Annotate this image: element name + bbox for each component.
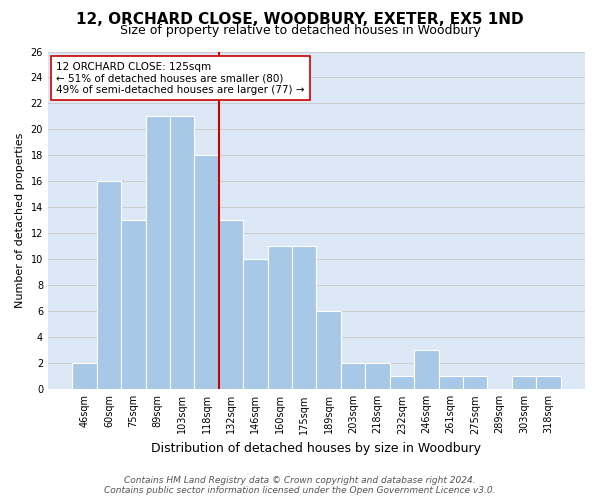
Bar bbox=[170, 116, 194, 390]
Bar bbox=[536, 376, 560, 390]
Bar bbox=[243, 260, 268, 390]
Bar bbox=[219, 220, 243, 390]
Bar bbox=[414, 350, 439, 390]
Bar bbox=[389, 376, 414, 390]
Bar bbox=[365, 364, 389, 390]
Text: 12 ORCHARD CLOSE: 125sqm
← 51% of detached houses are smaller (80)
49% of semi-d: 12 ORCHARD CLOSE: 125sqm ← 51% of detach… bbox=[56, 62, 304, 95]
Text: Size of property relative to detached houses in Woodbury: Size of property relative to detached ho… bbox=[119, 24, 481, 37]
Text: 12, ORCHARD CLOSE, WOODBURY, EXETER, EX5 1ND: 12, ORCHARD CLOSE, WOODBURY, EXETER, EX5… bbox=[76, 12, 524, 28]
Bar bbox=[268, 246, 292, 390]
Bar bbox=[146, 116, 170, 390]
Bar bbox=[463, 376, 487, 390]
Bar bbox=[97, 182, 121, 390]
Bar bbox=[73, 364, 97, 390]
Bar bbox=[121, 220, 146, 390]
Bar bbox=[512, 376, 536, 390]
Text: Contains HM Land Registry data © Crown copyright and database right 2024.
Contai: Contains HM Land Registry data © Crown c… bbox=[104, 476, 496, 495]
X-axis label: Distribution of detached houses by size in Woodbury: Distribution of detached houses by size … bbox=[151, 442, 481, 455]
Bar bbox=[194, 156, 219, 390]
Bar bbox=[292, 246, 316, 390]
Bar bbox=[316, 312, 341, 390]
Y-axis label: Number of detached properties: Number of detached properties bbox=[15, 132, 25, 308]
Bar bbox=[341, 364, 365, 390]
Bar bbox=[439, 376, 463, 390]
